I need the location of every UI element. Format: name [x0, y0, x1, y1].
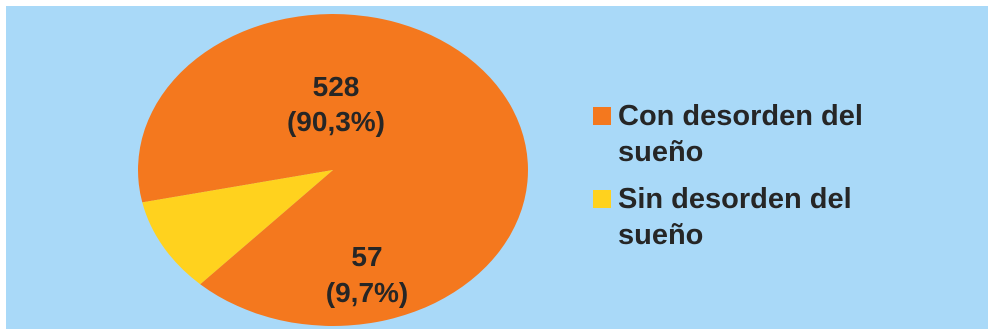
slice-label-count-con: 528 [313, 71, 360, 102]
legend-label-sin-line2: sueño [618, 219, 703, 251]
slice-label-count-sin: 57 [351, 241, 382, 272]
legend-label-con-line2: sueño [618, 136, 703, 168]
pie-slice-con-desorden [137, 13, 528, 326]
legend: Con desorden del sueño Sin desorden del … [593, 100, 863, 251]
legend-label-sin-line1: Sin desorden del [618, 183, 852, 215]
legend-swatch-con [593, 107, 611, 125]
slice-label-percent-con: (90,3%) [287, 106, 385, 137]
pie-slice-sin-desorden [142, 170, 333, 285]
legend-swatch-sin [593, 190, 611, 208]
slice-label-percent-sin: (9,7%) [326, 277, 408, 308]
legend-label-con-line1: Con desorden del [618, 100, 863, 132]
